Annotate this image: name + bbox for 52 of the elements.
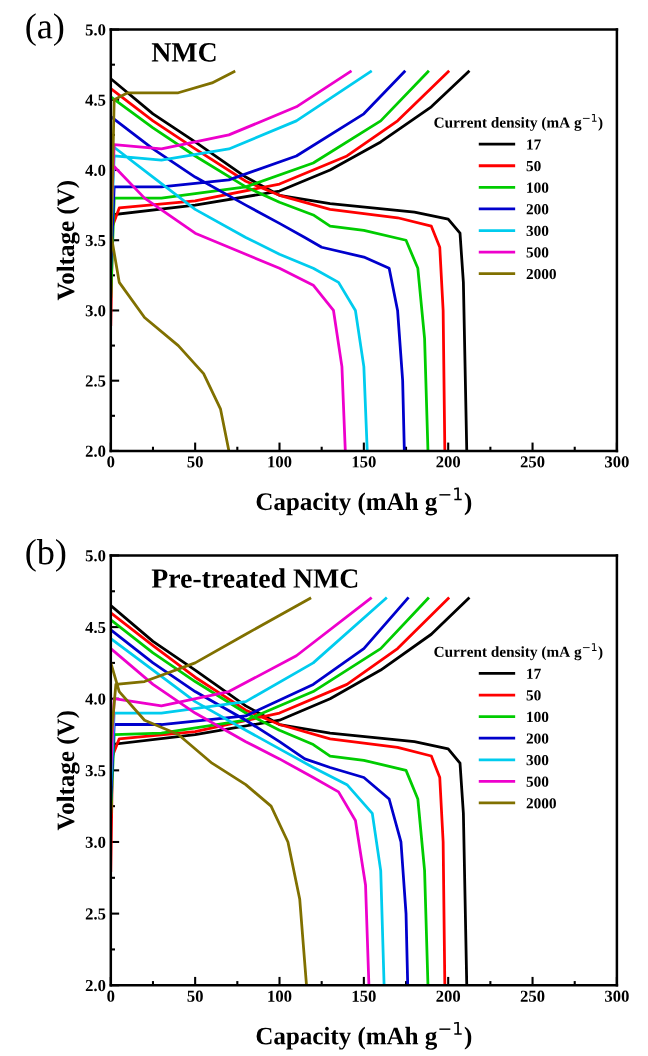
legend-label: 100 [527,182,549,193]
x-tick-label: 50 [187,456,203,468]
y-tick-label: 4.0 [85,693,106,705]
legend-label: 300 [526,754,549,766]
y-tick-label: 3.0 [85,305,106,317]
chart-title: Pre-treated NMC [151,568,358,588]
x-tick-label: 150 [352,990,376,1002]
y-tick-label: 3.0 [85,836,106,848]
x-tick-label: 250 [520,990,545,1002]
x-tick-label: 300 [605,990,629,1002]
y-axis-title: Voltage (V) [56,181,80,301]
x-axis-title: Capacity (mAh g$^{−1}$) [256,1021,472,1050]
y-tick-label: 2.5 [85,908,106,920]
y-tick-label: 3.5 [85,765,106,777]
legend-label: 17 [527,668,541,679]
x-tick-label: 0 [107,990,115,1002]
legend-label: 500 [526,776,549,787]
text: (a) [26,13,64,46]
x-tick-label: 200 [436,990,461,1002]
x-tick-label: 250 [520,456,545,468]
x-tick-label: 100 [268,990,292,1002]
legend-label: 2000 [526,268,556,280]
y-tick-label: 5.0 [85,24,106,36]
y-tick-label: 4.0 [85,164,106,177]
x-tick-label: 100 [268,456,292,468]
x-tick-label: 300 [605,456,629,468]
x-tick-label: 200 [436,456,461,468]
legend-label: 2000 [526,798,556,809]
y-tick-label: 4.5 [85,621,106,634]
y-axis-title: Voltage (V) [56,711,80,831]
legend-label: 100 [527,711,549,723]
legend-label: 200 [526,204,549,215]
x-tick-label: 50 [187,990,203,1002]
y-tick-label: 2.0 [85,979,106,992]
legend-title: Current density (mA g$^{−1}$) [434,643,603,661]
legend-label: 17 [527,139,541,150]
y-tick-label: 2.5 [85,375,106,387]
y-tick-label: 2.0 [85,445,106,457]
text: (b) [26,539,66,572]
x-axis-title: Capacity (mAh g$^{−1}$) [256,487,472,516]
legend-label: 50 [526,160,541,172]
y-tick-label: 3.5 [85,234,106,247]
legend-label: 500 [526,247,549,258]
legend-label: 300 [526,225,549,237]
legend-title: Current density (mA g$^{−1}$) [434,113,603,131]
legend-label: 200 [526,733,549,744]
y-tick-label: 4.5 [85,94,106,106]
x-tick-label: 150 [352,456,376,468]
legend-label: 50 [526,690,541,701]
chart-title: NMC [151,43,216,62]
x-tick-label: 0 [107,456,115,468]
y-tick-label: 5.0 [85,550,106,562]
